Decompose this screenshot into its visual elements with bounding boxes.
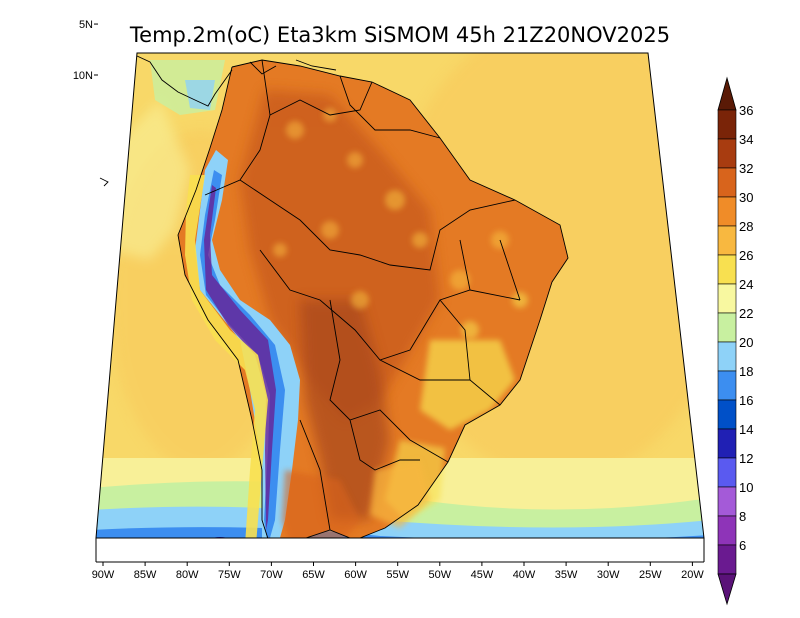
figure-title: Temp.2m(oC) Eta3km SiSMOM 45h 21Z20NOV20… xyxy=(129,23,670,47)
colorbar-swatch xyxy=(717,109,737,140)
colorbar-label: 14 xyxy=(739,422,753,437)
colorbar-high-arrow xyxy=(717,76,737,111)
colorbar-label: 34 xyxy=(739,132,753,147)
colorbar-swatch xyxy=(717,486,737,517)
colorbar-label: 8 xyxy=(739,509,746,524)
colorbar-label: 6 xyxy=(739,538,746,553)
lat-tick-label: 5N xyxy=(79,19,93,31)
central-america-coast xyxy=(99,55,337,187)
colorbar-swatch xyxy=(717,428,737,459)
colorbar-label: 22 xyxy=(739,306,753,321)
lon-tick-label: 50W xyxy=(428,569,451,581)
lon-tick-label: 55W xyxy=(386,569,409,581)
longitude-axis: 90W 85W 80W 75W 70W 65W 60W 55W 50W 45W 40W 35W 30W 2… xyxy=(92,562,704,581)
colorbar-low-arrow xyxy=(717,573,737,606)
lon-tick-label: 45W xyxy=(471,569,494,581)
colorbar-label: 36 xyxy=(739,103,753,118)
lon-tick-label: 20W xyxy=(681,569,704,581)
colorbar-swatch xyxy=(717,515,737,546)
lon-tick-label: 35W xyxy=(555,569,578,581)
colorbar-label: 28 xyxy=(739,219,753,234)
colorbar-swatch xyxy=(717,399,737,430)
lon-tick-label: 25W xyxy=(639,569,662,581)
colorbar-swatch xyxy=(717,341,737,372)
lon-tick-label: 85W xyxy=(134,569,157,581)
colorbar-swatch xyxy=(717,196,737,227)
lon-tick-label: 90W xyxy=(92,569,115,581)
lat-tick-label: 10N xyxy=(73,70,93,82)
colorbar-label: 20 xyxy=(739,335,753,350)
colorbar-swatch xyxy=(717,544,737,575)
latitude-axis: 10N5NEQ5S10S15S20S25S30S35S xyxy=(73,19,98,82)
colorbar-label: 16 xyxy=(739,393,753,408)
colorbar: 36 34 32 30 28 26 24 22 20 18 16 14 12 10 8 6 xyxy=(717,76,753,606)
lon-tick-label: 30W xyxy=(597,569,620,581)
colorbar-label: 30 xyxy=(739,190,753,205)
lon-tick-label: 70W xyxy=(260,569,283,581)
colorbar-label: 18 xyxy=(739,364,753,379)
colorbar-swatch xyxy=(717,167,737,198)
colorbar-label: 24 xyxy=(739,277,753,292)
colorbar-swatch xyxy=(717,225,737,256)
colorbar-label: 12 xyxy=(739,451,753,466)
temperature-field xyxy=(96,53,704,538)
colorbar-swatch xyxy=(717,254,737,285)
lon-tick-label: 75W xyxy=(218,569,241,581)
colorbar-swatch xyxy=(717,138,737,169)
lon-tick-label: 65W xyxy=(302,569,325,581)
lon-tick-label: 40W xyxy=(513,569,536,581)
colorbar-label: 10 xyxy=(739,480,753,495)
colorbar-swatch xyxy=(717,312,737,343)
country-boundaries xyxy=(177,59,569,538)
colorbar-label: 26 xyxy=(739,248,753,263)
colorbar-swatch xyxy=(717,370,737,401)
colorbar-label: 32 xyxy=(739,161,753,176)
colorbar-swatch xyxy=(717,457,737,488)
lon-tick-label: 80W xyxy=(176,569,199,581)
lon-tick-label: 60W xyxy=(344,569,367,581)
colorbar-swatch xyxy=(717,283,737,314)
